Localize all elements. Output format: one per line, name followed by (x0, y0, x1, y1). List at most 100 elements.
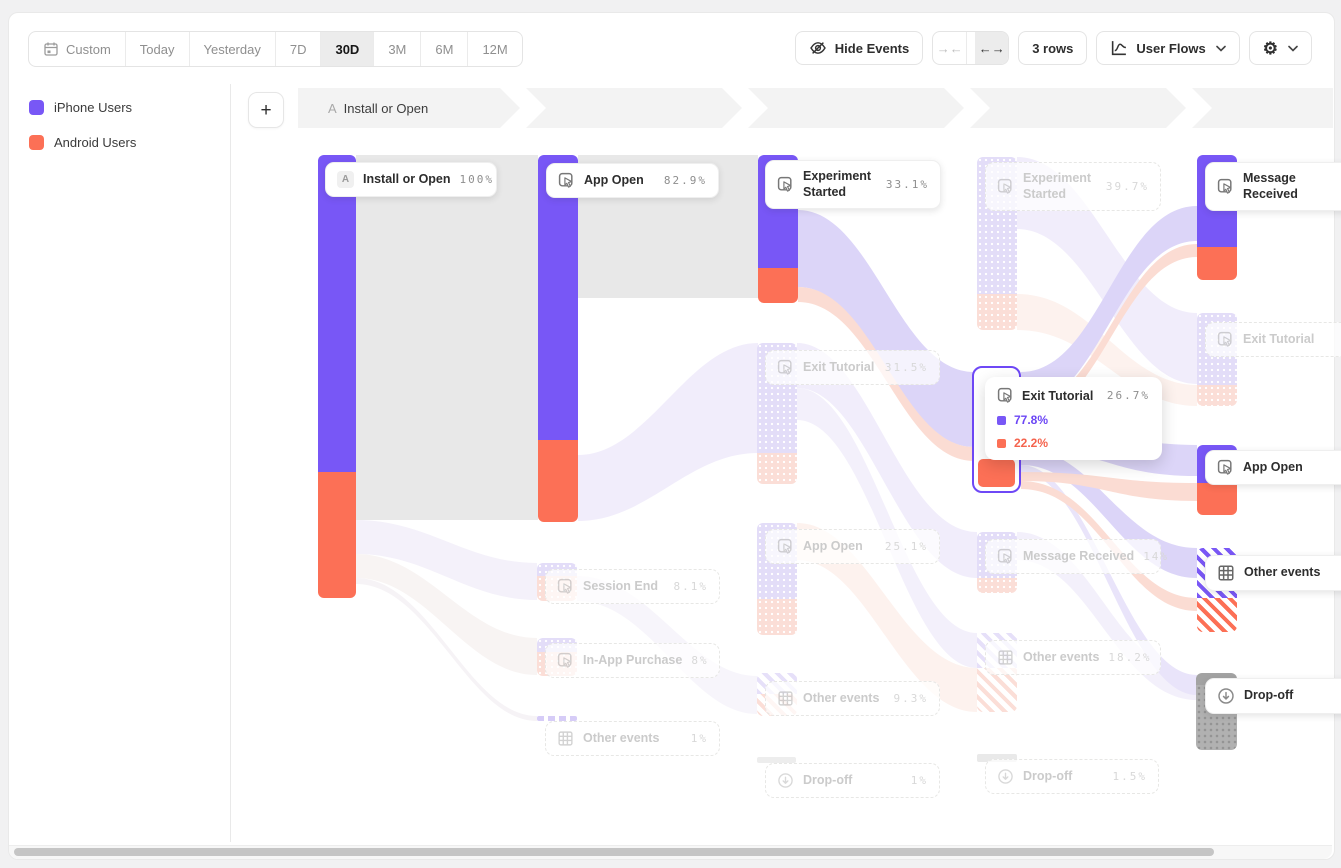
bar-segment-android (978, 459, 1015, 487)
node-bar-app-open[interactable] (538, 155, 578, 522)
node-percent: 9.3% (893, 692, 928, 705)
breadcrumb-step-3[interactable] (748, 88, 964, 128)
node-bar-install-or-open[interactable] (318, 155, 356, 598)
tap-event-icon (997, 387, 1014, 404)
grid-icon (557, 730, 574, 747)
node-percent: 1.5% (1112, 770, 1147, 783)
node-card-session-end[interactable]: Session End 8.1% (545, 569, 720, 604)
node-label: App Open (1243, 459, 1303, 474)
date-range-label: 7D (289, 41, 307, 57)
date-range-today[interactable]: Today (126, 32, 190, 66)
collapse-columns-button[interactable]: →← (933, 32, 968, 64)
node-card-drop-off-ghost[interactable]: Drop-off 1% (765, 763, 940, 798)
node-label: Message Received (1243, 171, 1298, 201)
step-a-badge-icon: A (337, 171, 354, 188)
tooltip-series-iphone: 77.8% (997, 413, 1150, 427)
node-percent: 8.1% (673, 580, 708, 593)
date-range-6m[interactable]: 6M (421, 32, 469, 66)
ghost-ribbon (578, 343, 758, 521)
node-percent: 14% (1143, 550, 1170, 563)
node-card-app-open-final[interactable]: App Open (1205, 450, 1341, 485)
legend-label: Android Users (54, 135, 137, 150)
ghost-ribbon (1017, 532, 1197, 700)
series-value: 77.8% (1014, 413, 1049, 427)
horizontal-scrollbar-track[interactable] (9, 845, 1332, 859)
node-card-other-events-ghost[interactable]: Other events 9.3% (765, 681, 940, 716)
node-card-app-open[interactable]: App Open 82.9% (546, 163, 719, 198)
node-card-drop-off-ghost[interactable]: Drop-off 1.5% (985, 759, 1159, 794)
node-label: Other events (583, 730, 660, 745)
breadcrumb-step-2[interactable] (526, 88, 742, 128)
step-label: Install or Open (343, 100, 429, 116)
settings-button[interactable]: ⚙ (1248, 31, 1312, 65)
rows-button[interactable]: 3 rows (1018, 31, 1088, 65)
date-range-30d[interactable]: 30D (321, 32, 375, 66)
bar-segment-android (977, 578, 1017, 593)
bar-segment-android (977, 668, 1017, 712)
node-card-exit-tutorial-ghost[interactable]: Exit Tutorial (1205, 322, 1341, 357)
bar-segment-android (758, 268, 798, 303)
date-range-12m[interactable]: 12M (468, 32, 521, 66)
breadcrumb-step-1[interactable]: A Install or Open (298, 88, 520, 128)
ghost-ribbon (797, 388, 977, 668)
node-card-other-events-final[interactable]: Other events (1205, 555, 1341, 591)
ghost-ribbon (797, 343, 977, 578)
ribbon-exittutorial-to-messagereceived (1021, 206, 1197, 407)
bar-segment-android (1197, 483, 1237, 515)
expand-columns-button[interactable]: ←→ (975, 32, 1009, 64)
sidebar-divider (230, 84, 231, 842)
legend-item-iphone-users[interactable]: iPhone Users (29, 100, 132, 115)
bar-segment-iphone (538, 155, 578, 440)
node-card-experiment-started[interactable]: Experiment Started 33.1% (765, 160, 941, 210)
bar-segment-android (757, 453, 797, 484)
hide-events-button[interactable]: Hide Events (794, 31, 924, 65)
flow-steps-breadcrumb: A Install or Open (298, 88, 1333, 128)
node-card-other-events[interactable]: Other events 1% (545, 721, 720, 756)
breadcrumb-step-4[interactable] (970, 88, 1186, 128)
node-percent: 18.2% (1108, 651, 1152, 664)
ribbon-exittutorial-to-appopen-android (1021, 472, 1197, 501)
add-step-button[interactable]: + (248, 92, 284, 128)
toolbar-right: Hide Events →← ←→ 3 rows User Flows ⚙ (794, 31, 1312, 65)
legend-swatch (29, 100, 44, 115)
date-range-7d[interactable]: 7D (276, 32, 322, 66)
ghost-ribbon (356, 520, 537, 600)
node-card-message-received[interactable]: Message Received (1205, 162, 1341, 212)
node-bar-drop-off-ghost[interactable] (977, 754, 1017, 762)
ribbon-experiment-to-exittutorial (798, 210, 974, 447)
node-card-exit-tutorial[interactable]: Exit Tutorial 31.5% (765, 350, 940, 385)
view-selector[interactable]: User Flows (1096, 31, 1240, 65)
date-range-label: 30D (335, 41, 360, 57)
node-card-app-open-ghost[interactable]: App Open 25.1% (765, 529, 940, 564)
tooltip-label: Exit Tutorial (1022, 388, 1094, 403)
legend-item-android-users[interactable]: Android Users (29, 135, 136, 150)
node-label: Exit Tutorial (803, 359, 875, 374)
node-label: App Open (584, 172, 644, 187)
node-bar-drop-off-ghost[interactable] (757, 757, 796, 763)
node-card-experiment-started-ghost[interactable]: Experiment Started 39.7% (985, 162, 1161, 212)
node-card-install-or-open[interactable]: A Install or Open 100% (325, 162, 497, 197)
series-value: 22.2% (1014, 436, 1049, 450)
node-card-other-events-ghost[interactable]: Other events 18.2% (985, 640, 1161, 675)
plus-icon: + (260, 99, 272, 121)
node-bar-other-events-ghost[interactable] (977, 633, 1017, 712)
date-range-custom[interactable]: Custom (29, 32, 126, 66)
node-card-drop-off-final[interactable]: Drop-off (1205, 678, 1341, 714)
breadcrumb-step-5[interactable] (1192, 88, 1333, 128)
date-range-3m[interactable]: 3M (374, 32, 422, 66)
tap-event-icon (558, 172, 575, 189)
node-card-in-app-purchase[interactable]: In-App Purchase 8% (545, 643, 720, 678)
column-width-control: →← ←→ (932, 31, 1010, 65)
horizontal-scrollbar-thumb[interactable] (14, 848, 1214, 856)
ghost-ribbon (797, 523, 977, 712)
legend-label: iPhone Users (54, 100, 133, 115)
date-range-label: 12M (482, 41, 508, 57)
node-percent: 1% (690, 732, 708, 745)
node-card-message-received-ghost[interactable]: Message Received 14% (985, 539, 1167, 574)
date-range-yesterday[interactable]: Yesterday (190, 32, 276, 66)
grid-icon (1217, 564, 1235, 582)
drop-off-icon (997, 768, 1014, 785)
node-percent: 31.5% (884, 361, 928, 374)
tap-event-icon (557, 578, 574, 595)
node-bar-other-events-ghost[interactable] (537, 716, 577, 721)
